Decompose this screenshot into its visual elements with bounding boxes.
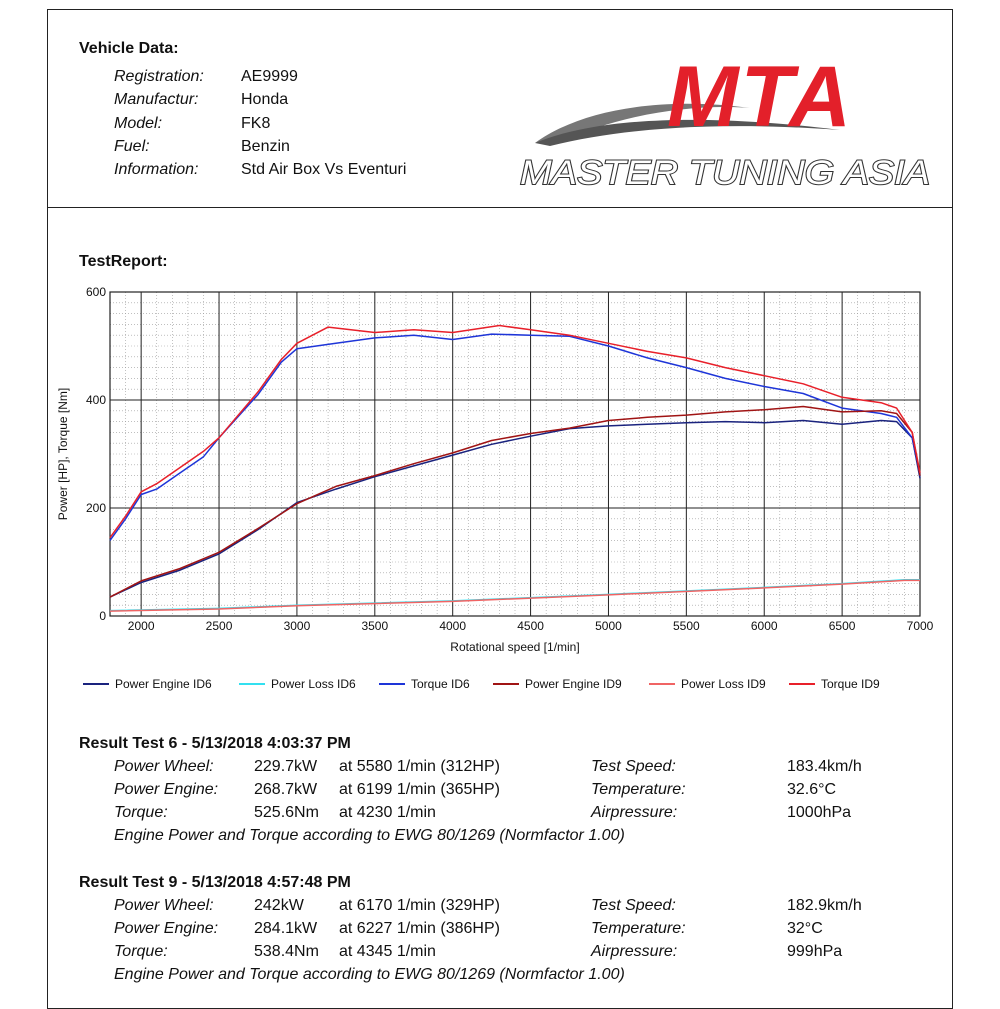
mta-logo: MTA MASTER TUNING ASIA [519, 49, 931, 193]
vehicle-label: Model: [114, 115, 163, 132]
legend-swatch [789, 683, 815, 685]
section-divider [47, 207, 953, 208]
vehicle-label: Fuel: [114, 138, 150, 155]
result-value-2: 999hPa [787, 943, 843, 960]
result-rpm: at 6227 1/min (386HP) [339, 920, 500, 937]
result-value: 525.6Nm [254, 804, 319, 821]
vehicle-data-heading: Vehicle Data: [79, 40, 179, 57]
series-line-power-engine-id6 [109, 419, 921, 598]
vehicle-value: Honda [241, 91, 289, 108]
logo-swoosh-shape [535, 119, 840, 146]
vehicle-value: Benzin [241, 138, 290, 155]
result-rpm: at 4230 1/min [339, 804, 436, 821]
x-axis-label: Rotational speed [1/min] [450, 640, 579, 654]
result-rpm: at 6199 1/min (365HP) [339, 781, 500, 798]
y-tick-label: 400 [86, 393, 106, 407]
vehicle-value: FK8 [241, 115, 271, 132]
dyno-chart: 2000 2500 3000 3500 4000 4500 5000 5500 6000 6500… [56, 285, 934, 654]
x-tick-label: 5500 [673, 619, 700, 633]
result-note: Engine Power and Torque according to EWG… [114, 966, 625, 983]
test-report-heading: TestReport: [79, 253, 168, 270]
legend-swatch [379, 683, 405, 685]
x-tick-label: 2000 [128, 619, 155, 633]
result-value: 284.1kW [254, 920, 318, 937]
plot-frame [109, 291, 921, 617]
series-line-torque-id9 [109, 324, 921, 539]
x-tick-label: 5000 [595, 619, 622, 633]
result-label-2: Test Speed: [591, 897, 676, 914]
series-line-torque-id6 [109, 333, 921, 541]
x-tick-label: 3500 [361, 619, 388, 633]
result-rpm: at 5580 1/min (312HP) [339, 758, 500, 775]
y-tick-label: 600 [86, 285, 106, 299]
y-tick-label: 0 [99, 609, 106, 623]
legend-item: Power Loss ID6 [239, 677, 356, 691]
y-tick-label: 200 [86, 501, 106, 515]
legend-swatch [239, 683, 265, 685]
legend-swatch [649, 683, 675, 685]
result-label: Power Engine: [114, 781, 219, 798]
x-tick-label: 6500 [829, 619, 856, 633]
legend-item: Torque ID6 [379, 677, 470, 691]
y-axis-label: Power [HP], Torque [Nm] [56, 388, 70, 521]
legend-label: Torque ID6 [411, 677, 470, 691]
result-label-2: Test Speed: [591, 758, 676, 775]
result-value-2: 1000hPa [787, 804, 852, 821]
vehicle-label: Information: [114, 161, 199, 178]
result-value-2: 32°C [787, 920, 823, 937]
result-value-2: 32.6°C [787, 781, 837, 798]
result-heading-test-9: Result Test 9 - 5/13/2018 4:57:48 PM [79, 874, 351, 891]
x-tick-label: 7000 [907, 619, 934, 633]
legend-swatch [493, 683, 519, 685]
chart-legend: Power Engine ID6 Power Loss ID6 Torque I… [83, 677, 913, 695]
legend-swatch [83, 683, 109, 685]
result-value: 268.7kW [254, 781, 318, 798]
result-label: Torque: [114, 804, 168, 821]
result-label: Power Engine: [114, 920, 219, 937]
legend-item: Power Loss ID9 [649, 677, 766, 691]
result-label-2: Airpressure: [591, 804, 678, 821]
legend-item: Torque ID9 [789, 677, 880, 691]
result-value: 242kW [254, 897, 304, 914]
legend-item: Power Engine ID9 [493, 677, 622, 691]
legend-label: Power Engine ID9 [525, 677, 622, 691]
x-tick-label: 6000 [751, 619, 778, 633]
x-tick-label: 3000 [284, 619, 311, 633]
x-tick-label: 4500 [517, 619, 544, 633]
result-label-2: Airpressure: [591, 943, 678, 960]
x-tick-label: 4000 [439, 619, 466, 633]
logo-tagline: MASTER TUNING ASIA [520, 154, 930, 192]
legend-item: Power Engine ID6 [83, 677, 212, 691]
result-label: Power Wheel: [114, 758, 214, 775]
x-tick-label: 2500 [206, 619, 233, 633]
vehicle-value: AE9999 [241, 68, 298, 85]
result-label-2: Temperature: [591, 920, 686, 937]
series-line-power-loss-id9 [109, 579, 920, 612]
legend-label: Torque ID9 [821, 677, 880, 691]
result-note: Engine Power and Torque according to EWG… [114, 827, 625, 844]
result-label-2: Temperature: [591, 781, 686, 798]
result-rpm: at 6170 1/min (329HP) [339, 897, 500, 914]
legend-label: Power Loss ID6 [271, 677, 356, 691]
result-rpm: at 4345 1/min [339, 943, 436, 960]
result-value: 229.7kW [254, 758, 318, 775]
result-label: Torque: [114, 943, 168, 960]
logo-mark: MTA [667, 49, 853, 145]
vehicle-label: Registration: [114, 68, 204, 85]
vehicle-label: Manufactur: [114, 91, 199, 108]
series-line-power-engine-id9 [109, 405, 921, 598]
result-label: Power Wheel: [114, 897, 214, 914]
legend-label: Power Loss ID9 [681, 677, 766, 691]
legend-label: Power Engine ID6 [115, 677, 212, 691]
result-value-2: 182.9km/h [787, 897, 862, 914]
result-value: 538.4Nm [254, 943, 319, 960]
vehicle-value: Std Air Box Vs Eventuri [241, 161, 407, 178]
result-heading-test-6: Result Test 6 - 5/13/2018 4:03:37 PM [79, 735, 351, 752]
result-value-2: 183.4km/h [787, 758, 862, 775]
